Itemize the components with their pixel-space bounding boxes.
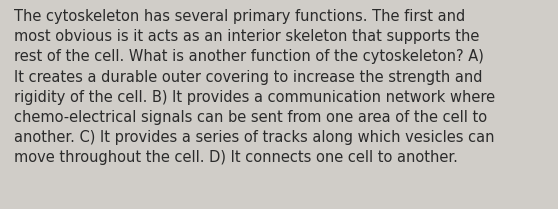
Text: The cytoskeleton has several primary functions. The first and
most obvious is it: The cytoskeleton has several primary fun… xyxy=(14,9,495,165)
